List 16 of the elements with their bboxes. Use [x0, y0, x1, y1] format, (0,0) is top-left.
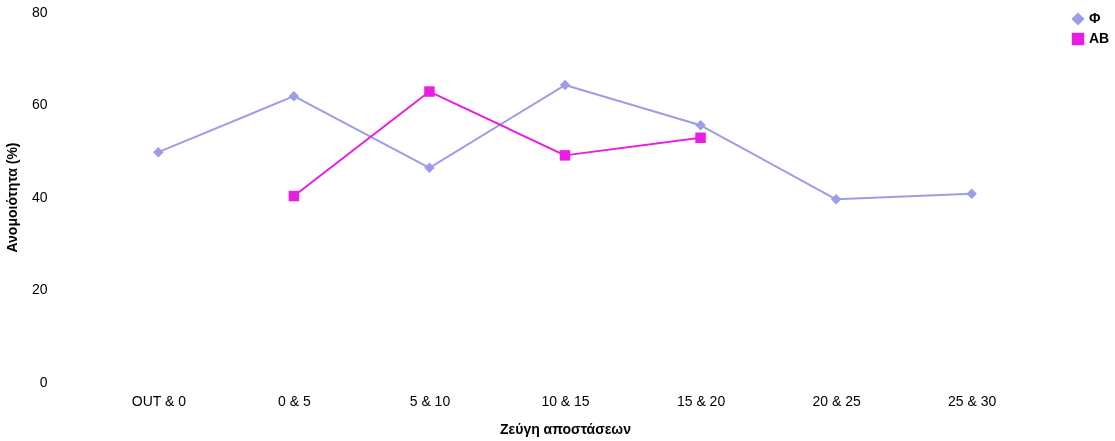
x-tick-label: 5 & 10: [409, 392, 451, 409]
y-tick-label: 40: [31, 188, 48, 205]
x-tick-label: 25 & 30: [948, 392, 997, 409]
y-tick-label: 80: [31, 3, 48, 20]
legend-label: Φ: [1089, 10, 1101, 26]
y-axis-title: Ανομοιότητα (%): [3, 142, 20, 253]
x-tick-label: 10 & 15: [541, 392, 590, 409]
x-axis-title: Ζεύγη αποστάσεων: [500, 420, 632, 437]
y-tick-label: 20: [31, 281, 48, 297]
x-tick-label: OUT & 0: [131, 392, 187, 409]
y-tick-label: 0: [39, 373, 48, 390]
legend-label: AB: [1089, 30, 1110, 46]
x-tick-label: 0 & 5: [278, 392, 311, 409]
y-tick-label: 60: [31, 96, 48, 112]
x-tick-label: 20 & 25: [812, 392, 861, 409]
x-tick-label: 15 & 20: [676, 392, 726, 409]
